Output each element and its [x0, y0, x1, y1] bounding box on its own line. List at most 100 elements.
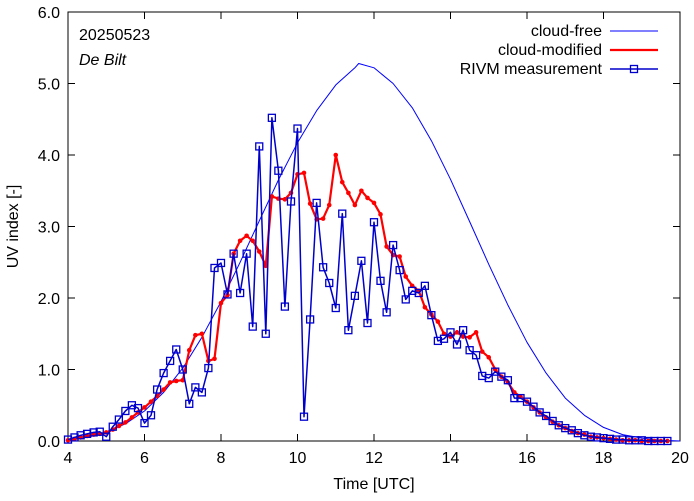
- data-point: [446, 328, 455, 337]
- data-point: [197, 388, 207, 397]
- series-cloud-free: [67, 63, 681, 442]
- data-point: [624, 436, 634, 445]
- data-point: [142, 405, 147, 410]
- data-point: [152, 385, 162, 394]
- x-tick-label: 14: [442, 450, 460, 467]
- legend-label: cloud-free: [531, 23, 602, 40]
- series-line: [67, 63, 681, 442]
- data-point: [395, 265, 404, 275]
- data-point: [172, 345, 181, 354]
- data-point: [123, 420, 128, 425]
- data-point: [244, 233, 249, 239]
- data-point: [346, 190, 351, 196]
- data-point: [401, 295, 410, 304]
- data-point: [435, 319, 441, 324]
- data-point: [307, 201, 313, 206]
- data-point: [116, 423, 122, 429]
- data-point: [89, 428, 98, 437]
- data-point: [365, 195, 370, 201]
- data-point: [605, 434, 615, 444]
- data-point: [403, 274, 409, 279]
- x-tick-label: 12: [365, 450, 383, 467]
- data-point: [301, 170, 307, 176]
- data-point: [352, 202, 358, 208]
- data-point: [357, 256, 366, 265]
- data-point: [133, 403, 143, 413]
- data-point: [325, 278, 334, 288]
- data-point: [644, 436, 653, 446]
- data-point: [397, 254, 402, 259]
- data-point: [242, 249, 251, 258]
- data-point: [204, 363, 213, 373]
- data-point: [382, 308, 391, 317]
- date-annotation: 20250523: [79, 27, 150, 44]
- data-point: [248, 322, 257, 331]
- data-point: [129, 415, 135, 420]
- data-point: [320, 216, 326, 221]
- data-point: [256, 249, 262, 254]
- data-point: [282, 197, 288, 202]
- data-point: [165, 356, 175, 366]
- data-point: [378, 212, 383, 217]
- x-axis-ticks: 4 6 8 10 12 14 16 18 20: [64, 12, 689, 467]
- series-layer: [63, 63, 681, 446]
- data-point: [235, 288, 245, 298]
- x-tick-label: 16: [518, 450, 536, 467]
- data-point: [458, 326, 468, 335]
- data-point: [350, 291, 360, 301]
- y-tick-label: 4.0: [38, 148, 60, 165]
- y-tick-label: 3.0: [38, 220, 60, 237]
- data-point: [663, 436, 672, 446]
- data-point: [422, 304, 428, 310]
- y-axis-title: UV index [-]: [5, 185, 22, 269]
- data-point: [261, 329, 270, 338]
- data-point: [312, 198, 321, 208]
- data-point: [318, 263, 328, 272]
- data-point: [439, 334, 449, 343]
- data-point: [286, 197, 296, 206]
- data-point: [255, 142, 264, 151]
- legend-label: RIVM measurement: [460, 61, 603, 78]
- y-tick-label: 6.0: [38, 5, 60, 22]
- data-point: [274, 166, 283, 175]
- y-tick-label: 5.0: [38, 77, 60, 94]
- data-point: [70, 433, 79, 442]
- data-point: [414, 288, 423, 298]
- data-point: [167, 380, 173, 385]
- data-point: [305, 315, 315, 324]
- data-point: [388, 240, 398, 250]
- data-point: [299, 412, 309, 421]
- data-point: [185, 399, 194, 408]
- legend-label: cloud-modified: [498, 42, 602, 59]
- data-point: [363, 318, 372, 328]
- data-point: [223, 290, 232, 299]
- data-point: [186, 347, 192, 353]
- x-axis-title: Time [UTC]: [333, 476, 414, 493]
- data-point: [159, 368, 168, 378]
- data-point: [454, 330, 460, 335]
- data-point: [371, 200, 377, 206]
- x-tick-label: 20: [671, 450, 689, 467]
- data-point: [510, 393, 519, 403]
- data-point: [376, 276, 385, 285]
- data-point: [146, 411, 156, 420]
- data-point: [102, 432, 111, 441]
- data-point: [484, 373, 493, 383]
- data-point: [522, 397, 532, 406]
- data-point: [212, 356, 217, 362]
- data-point: [339, 179, 345, 185]
- data-point: [114, 415, 124, 424]
- data-point: [237, 238, 243, 244]
- data-point: [420, 281, 430, 290]
- data-point: [216, 258, 226, 268]
- data-point: [529, 402, 538, 411]
- x-tick-label: 18: [595, 450, 613, 467]
- data-point: [148, 399, 154, 404]
- data-point: [161, 387, 166, 392]
- data-point: [326, 202, 332, 208]
- data-point: [548, 416, 557, 426]
- data-point: [199, 331, 205, 337]
- data-point: [369, 218, 379, 227]
- series-rivm-measurement: [63, 113, 672, 446]
- data-point: [108, 422, 117, 431]
